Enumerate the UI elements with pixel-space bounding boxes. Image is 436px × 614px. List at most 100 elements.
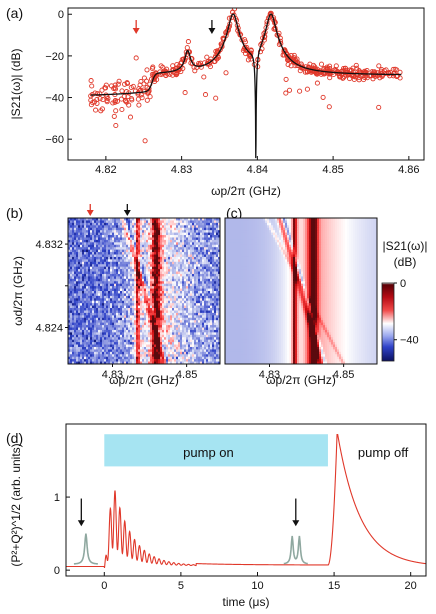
data-point xyxy=(111,85,117,91)
heat-cell xyxy=(136,247,139,251)
heat-cell xyxy=(156,322,159,326)
heat-cell xyxy=(162,329,165,333)
heat-cell xyxy=(88,344,91,348)
heat-cell xyxy=(136,261,139,265)
heat-cell xyxy=(110,286,113,289)
heat-cell xyxy=(218,235,220,238)
heat-cell xyxy=(108,310,111,314)
heat-cell xyxy=(124,351,127,355)
heat-cell xyxy=(194,264,197,268)
heat-cell xyxy=(186,288,189,292)
heat-cell xyxy=(192,288,195,292)
heat-cell xyxy=(120,332,123,336)
heat-cell xyxy=(152,283,155,287)
heat-cell xyxy=(208,300,211,304)
heat-cell xyxy=(94,244,97,248)
heat-cell xyxy=(198,334,201,338)
heat-cell xyxy=(188,281,191,285)
heat-cell xyxy=(90,351,93,355)
heat-cell xyxy=(148,259,151,263)
heat-cell xyxy=(200,310,203,314)
heat-cell xyxy=(162,254,165,258)
heat-cell xyxy=(120,237,123,241)
heat-cell xyxy=(144,247,147,251)
heat-cell xyxy=(210,310,213,314)
heat-cell xyxy=(140,259,143,263)
heat-cell xyxy=(186,354,189,358)
heat-cell xyxy=(134,303,137,306)
heat-cell xyxy=(150,264,153,268)
heat-cell xyxy=(214,342,217,345)
heat-cell xyxy=(134,291,137,294)
heat-cell xyxy=(186,344,189,348)
heat-cell xyxy=(74,259,77,263)
heat-cell xyxy=(70,356,73,360)
heat-cell xyxy=(118,354,121,358)
heat-cell xyxy=(106,315,109,319)
heat-cell xyxy=(78,305,81,309)
heat-cell xyxy=(136,220,139,224)
heat-cell xyxy=(180,351,183,355)
heat-cell xyxy=(198,259,201,263)
heat-cell xyxy=(150,252,153,255)
heat-cell xyxy=(80,312,83,316)
heat-cell xyxy=(76,273,79,277)
heat-cell xyxy=(90,259,93,263)
heat-cell xyxy=(134,271,137,275)
heat-cell xyxy=(136,346,139,350)
data-point xyxy=(314,80,320,86)
heat-cell xyxy=(188,303,191,306)
heat-cell xyxy=(120,222,123,226)
heat-cell xyxy=(216,354,219,358)
heat-cell xyxy=(134,239,137,243)
heat-cell xyxy=(88,325,91,328)
heat-cell xyxy=(126,310,129,314)
heat-cell xyxy=(190,288,193,292)
heat-cell xyxy=(188,225,191,229)
heat-cell xyxy=(208,273,211,277)
heat-cell xyxy=(82,359,85,362)
heat-cell xyxy=(84,354,87,358)
heat-cell xyxy=(186,332,189,336)
heat-cell xyxy=(74,325,77,328)
data-point xyxy=(102,85,109,91)
heat-cell xyxy=(172,320,175,324)
heat-cell xyxy=(116,308,119,311)
heat-cell xyxy=(176,273,179,277)
heat-cell xyxy=(206,283,209,287)
heat-cell xyxy=(108,278,111,282)
heat-cell xyxy=(84,225,87,229)
heat-cell xyxy=(110,232,113,236)
heat-cell xyxy=(196,230,199,233)
heat-cell xyxy=(102,339,105,343)
heat-cell xyxy=(206,247,209,251)
heat-cell xyxy=(126,342,129,345)
heat-cell xyxy=(68,315,71,319)
heat-cell xyxy=(114,256,117,260)
heat-cell xyxy=(126,244,129,248)
heat-cell xyxy=(80,293,83,297)
heat-cell xyxy=(98,266,101,270)
heat-cell xyxy=(172,344,175,348)
heat-cell xyxy=(202,334,205,338)
heat-cell xyxy=(186,259,189,263)
heat-cell xyxy=(104,261,107,265)
heat-cell xyxy=(72,344,75,348)
heat-cell xyxy=(138,239,141,243)
heat-cell xyxy=(138,276,141,280)
heat-cell xyxy=(160,269,163,272)
heat-cell xyxy=(86,261,89,265)
heat-cell xyxy=(190,256,193,260)
heat-cell xyxy=(174,342,177,345)
heat-cell xyxy=(180,322,183,326)
heat-cell xyxy=(140,300,143,304)
heat-cell xyxy=(166,288,169,292)
heat-cell xyxy=(216,325,219,328)
data-point xyxy=(93,107,99,113)
heat-cell xyxy=(98,276,101,280)
heat-cell xyxy=(122,278,125,282)
heat-cell xyxy=(180,312,183,316)
heat-cell xyxy=(92,273,95,277)
heat-cell xyxy=(86,276,89,280)
heat-cell xyxy=(70,266,73,270)
